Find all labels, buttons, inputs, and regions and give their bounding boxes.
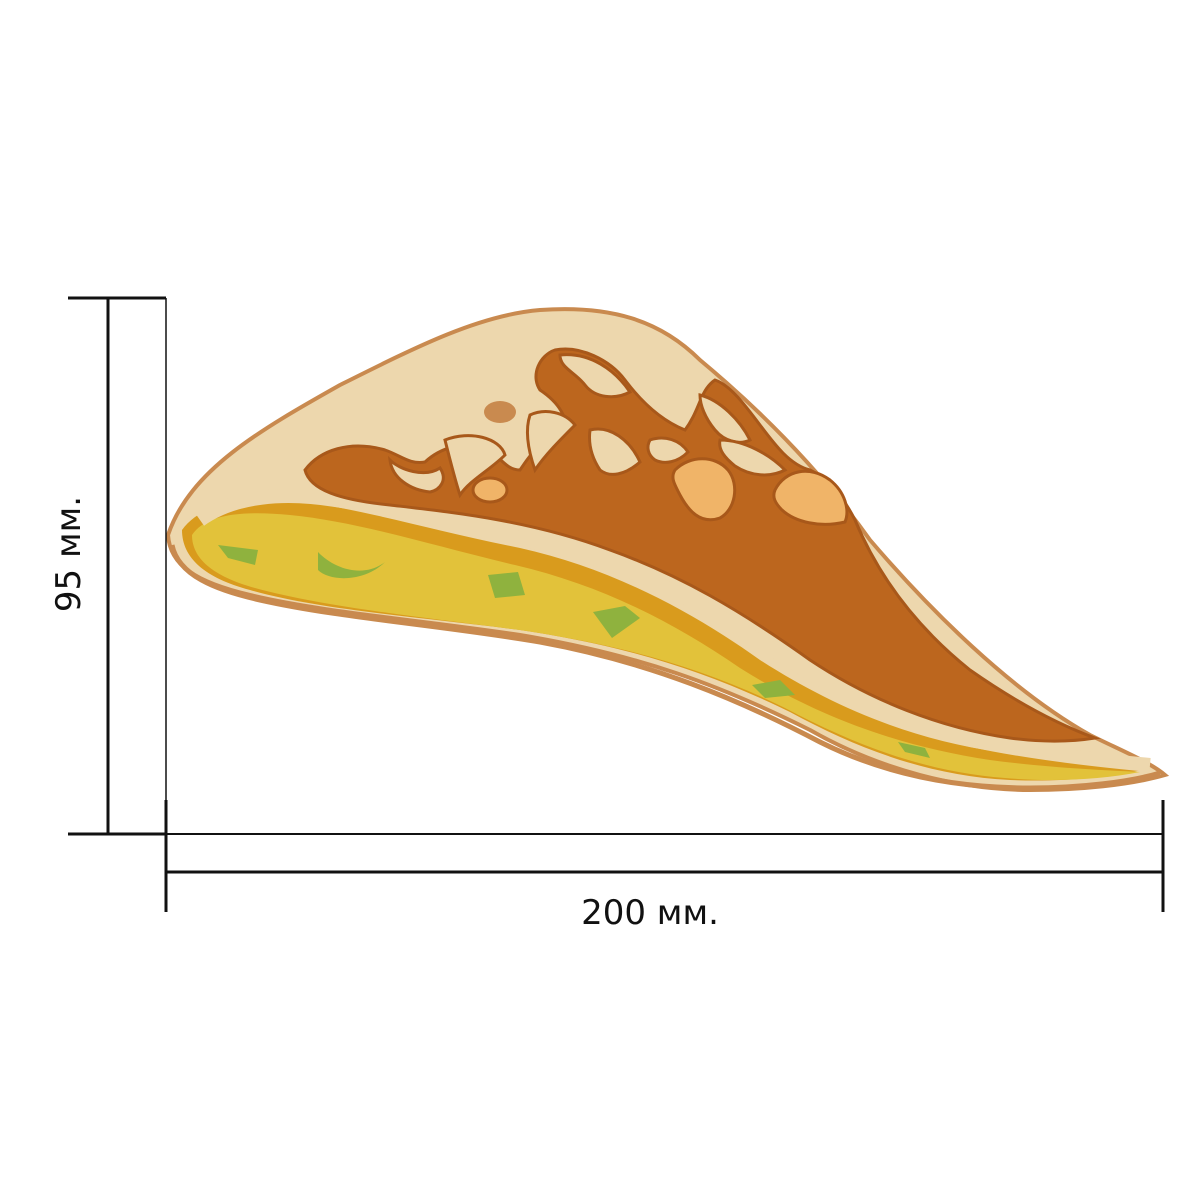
height-dimension: [68, 296, 167, 836]
herb-piece: [318, 552, 385, 579]
quesadilla-slice-icon: [165, 307, 1170, 793]
crust-hole: [588, 427, 642, 476]
dark-spot: [484, 401, 516, 423]
light-spot: [772, 469, 849, 526]
light-spot: [471, 476, 509, 504]
crust-hole: [718, 438, 788, 477]
light-spots: [471, 457, 849, 526]
crust-holes: [388, 353, 788, 499]
herb-piece: [488, 572, 525, 598]
light-spot: [671, 457, 737, 522]
herb-piece: [593, 606, 640, 638]
crust-hole: [388, 455, 445, 494]
crust-hole: [526, 410, 577, 474]
herb-piece: [218, 545, 258, 565]
height-label: 95 мм.: [49, 496, 89, 612]
filling-cheese: [192, 513, 1140, 780]
crust-hole: [646, 436, 690, 464]
crust-hole: [558, 353, 633, 399]
crust-hole: [443, 434, 507, 499]
crust-bottom-rim: [169, 544, 1161, 791]
herb-piece: [898, 742, 930, 758]
width-label: 200 мм.: [581, 893, 719, 933]
width-dimension: [164, 800, 1165, 912]
crust-inner-band: [195, 489, 1151, 772]
herb-pieces: [218, 545, 930, 758]
herb-piece: [752, 680, 795, 698]
baked-top: [303, 347, 1101, 743]
